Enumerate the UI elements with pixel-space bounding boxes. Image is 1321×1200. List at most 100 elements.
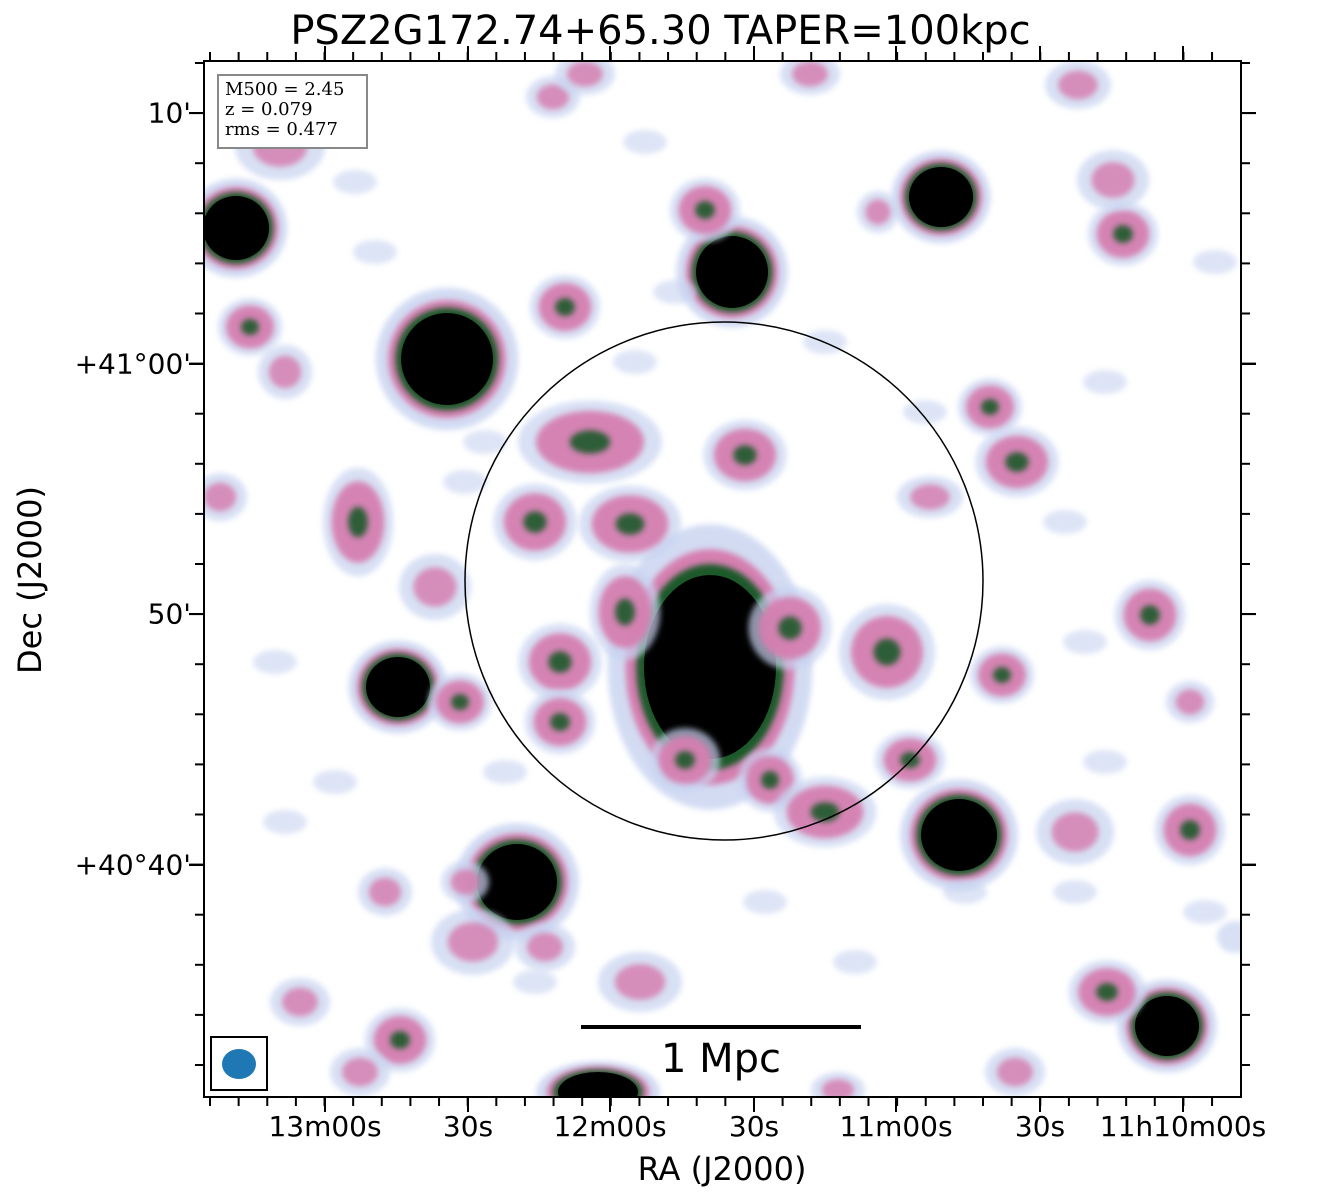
scale-bar bbox=[581, 1025, 861, 1029]
radio-source bbox=[773, 776, 877, 848]
radio-source bbox=[515, 923, 575, 971]
radio-source bbox=[1036, 799, 1114, 865]
y-tick-label: 50' bbox=[147, 597, 191, 631]
diffuse-emission bbox=[653, 280, 697, 304]
x-axis-label: RA (J2000) bbox=[637, 1150, 807, 1188]
radio-source bbox=[748, 586, 832, 670]
radio-source bbox=[455, 823, 579, 941]
diffuse-emission bbox=[623, 130, 667, 154]
radio-source bbox=[358, 868, 412, 916]
radio-source bbox=[518, 400, 662, 484]
radio-source bbox=[1166, 681, 1214, 723]
radio-source bbox=[1114, 579, 1186, 651]
radio-source bbox=[205, 178, 288, 278]
radio-source bbox=[970, 646, 1034, 704]
radio-source bbox=[578, 485, 682, 563]
radio-source bbox=[1154, 794, 1226, 866]
beam-box bbox=[210, 1036, 268, 1091]
diffuse-emission bbox=[253, 650, 297, 674]
diffuse-emission bbox=[263, 810, 307, 834]
image-panel bbox=[203, 60, 1242, 1098]
radio-source bbox=[205, 473, 247, 521]
radio-source bbox=[536, 1061, 660, 1096]
beam-ellipse bbox=[222, 1049, 256, 1079]
x-tick-label: 30s bbox=[728, 1110, 780, 1143]
y-tick-label: +41°00' bbox=[74, 347, 191, 381]
diffuse-emission bbox=[1083, 750, 1127, 774]
radio-source bbox=[607, 524, 813, 810]
radio-source bbox=[958, 378, 1022, 436]
diffuse-emission bbox=[483, 760, 527, 784]
radio-source bbox=[375, 287, 519, 431]
radio-source bbox=[900, 779, 1018, 891]
figure-title: PSZ2G172.74+65.30 TAPER=100kpc bbox=[290, 8, 1031, 54]
m500-text: M500 = 2.45 bbox=[225, 79, 345, 100]
radio-source bbox=[874, 731, 946, 789]
y-axis-label: Dec (J2000) bbox=[11, 486, 49, 674]
radio-source bbox=[1077, 150, 1149, 210]
radio-source bbox=[703, 419, 787, 491]
radio-source bbox=[669, 178, 741, 242]
radio-source bbox=[649, 728, 721, 792]
y-tick-label: 10' bbox=[147, 96, 191, 130]
x-tick-label: 12m00s bbox=[553, 1110, 667, 1143]
radio-source bbox=[322, 467, 394, 577]
radio-source bbox=[524, 690, 596, 754]
radio-source bbox=[589, 564, 661, 660]
x-tick-label: 30s bbox=[442, 1110, 494, 1143]
diffuse-emission bbox=[833, 950, 877, 974]
diffuse-emission bbox=[443, 470, 487, 494]
redshift-text: z = 0.079 bbox=[225, 99, 313, 120]
radio-source bbox=[364, 1008, 436, 1072]
y-tick-label: +40°40' bbox=[74, 848, 191, 882]
diffuse-emission bbox=[1043, 510, 1087, 534]
rms-text: rms = 0.477 bbox=[225, 119, 338, 140]
radio-source bbox=[857, 191, 899, 233]
radio-source bbox=[985, 1048, 1045, 1096]
x-tick-label: 11h10m00s bbox=[1099, 1110, 1267, 1143]
radio-source bbox=[428, 673, 492, 731]
radio-source bbox=[811, 1072, 865, 1096]
radio-source bbox=[598, 952, 682, 1012]
scale-bar-label: 1 Mpc bbox=[660, 1036, 782, 1082]
radio-source bbox=[270, 978, 330, 1026]
radio-source bbox=[431, 909, 515, 975]
r500-circle bbox=[464, 321, 984, 841]
radio-source bbox=[839, 604, 935, 700]
radio-source bbox=[1068, 960, 1146, 1024]
diffuse-emission bbox=[613, 350, 657, 374]
radio-source bbox=[399, 554, 471, 620]
radio-source bbox=[897, 476, 963, 518]
x-tick-label: 11m00s bbox=[839, 1110, 953, 1143]
radio-image bbox=[205, 62, 1240, 1096]
radio-source bbox=[441, 861, 489, 903]
diffuse-emission bbox=[743, 890, 787, 914]
diffuse-emission bbox=[903, 400, 947, 424]
radio-source bbox=[975, 426, 1059, 498]
radio-source bbox=[348, 640, 448, 734]
radio-source bbox=[529, 275, 601, 339]
diffuse-emission bbox=[1083, 370, 1127, 394]
radio-source bbox=[780, 62, 840, 95]
diffuse-emission bbox=[1053, 880, 1097, 904]
radio-source bbox=[1087, 202, 1159, 266]
diffuse-emission bbox=[513, 970, 557, 994]
diffuse-emission bbox=[313, 770, 357, 794]
radio-source bbox=[493, 483, 577, 561]
radio-source bbox=[330, 1048, 390, 1096]
radio-source bbox=[218, 298, 282, 356]
x-tick-label: 30s bbox=[1014, 1110, 1066, 1143]
diffuse-emission bbox=[1063, 630, 1107, 654]
diffuse-emission bbox=[943, 880, 987, 904]
radio-source bbox=[676, 216, 788, 328]
diffuse-emission bbox=[1193, 250, 1237, 274]
radio-source bbox=[891, 150, 991, 244]
diffuse-emission bbox=[333, 170, 377, 194]
radio-source bbox=[518, 623, 602, 701]
x-tick-label: 13m00s bbox=[268, 1110, 382, 1143]
radio-source bbox=[1045, 62, 1111, 109]
diffuse-emission bbox=[1183, 900, 1227, 924]
radio-source bbox=[555, 62, 615, 95]
radio-source bbox=[258, 345, 312, 399]
